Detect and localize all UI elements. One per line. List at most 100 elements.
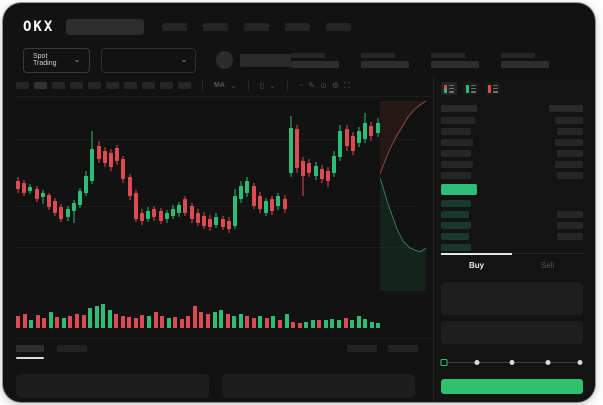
volume-bar	[251, 318, 256, 328]
volume-bar	[363, 319, 368, 328]
volume-histogram	[16, 298, 433, 328]
candle	[288, 101, 293, 291]
candle-body	[239, 186, 244, 199]
volume-bar	[336, 320, 341, 328]
orderbook-ask-row[interactable]	[441, 115, 583, 126]
tab-buy[interactable]: Buy	[468, 261, 485, 271]
orderbook-ask-row[interactable]	[441, 148, 583, 159]
slider-stop[interactable]	[474, 360, 479, 366]
amount-placeholder	[557, 149, 583, 157]
candle-body	[369, 126, 374, 136]
line-type-icon[interactable]: ~	[298, 80, 304, 90]
candle-body	[350, 136, 355, 151]
order-book-panel: Buy Sell	[433, 77, 595, 402]
candle-body	[121, 159, 126, 179]
settings-icon[interactable]: ⚙	[331, 80, 339, 90]
timeframe-button[interactable]	[160, 82, 173, 89]
candle-body	[152, 209, 157, 217]
candle	[22, 101, 27, 291]
candle-body	[332, 156, 337, 173]
orderbook-view-asks-only[interactable]	[485, 82, 501, 95]
timeframe-button[interactable]	[70, 82, 83, 89]
nav-item-placeholder[interactable]	[203, 22, 229, 31]
orderbook-bid-row[interactable]	[441, 242, 583, 253]
candle-body	[127, 177, 132, 196]
volume-bar	[101, 304, 106, 328]
candle-wick	[302, 157, 304, 196]
volume-bar	[114, 314, 119, 328]
search-input[interactable]	[66, 18, 145, 35]
candle	[177, 101, 182, 291]
candle	[363, 101, 368, 291]
tab-sell[interactable]: Sell	[540, 261, 555, 271]
volume-bar	[278, 320, 282, 328]
timeframe-button[interactable]	[178, 82, 191, 89]
orderbook-bid-row[interactable]	[441, 209, 583, 220]
orderbook-bid-row[interactable]	[441, 231, 583, 242]
volume-bar	[173, 317, 178, 328]
fullscreen-icon[interactable]: ⛶	[343, 80, 350, 90]
orderbook-ask-row[interactable]	[441, 170, 583, 181]
orderbook-view-bids-only[interactable]	[463, 82, 479, 95]
orderbook-ask-row[interactable]	[441, 137, 583, 148]
timeframe-button[interactable]	[16, 82, 29, 89]
volume-bar	[94, 306, 99, 328]
slider-handle[interactable]	[440, 359, 448, 367]
orderbook-bid-row[interactable]	[441, 198, 583, 209]
orderbook-ask-row[interactable]	[441, 159, 583, 170]
amount-input[interactable]	[441, 320, 583, 345]
pair-select-dropdown[interactable]: ⌄	[101, 47, 197, 73]
timeframe-button[interactable]	[52, 82, 65, 89]
candle-body	[276, 196, 281, 206]
nav-item-placeholder[interactable]	[244, 22, 270, 31]
nav-item-placeholder[interactable]	[326, 22, 352, 31]
candle-body	[195, 213, 200, 223]
candle-body	[183, 199, 188, 213]
candlestick-chart[interactable]	[16, 101, 433, 291]
orderbook-bid-row[interactable]	[441, 220, 583, 231]
candle-body	[133, 193, 138, 219]
price-column-header	[441, 105, 477, 113]
timeframe-button[interactable]	[142, 82, 155, 89]
tab-open-orders[interactable]	[16, 345, 44, 359]
volume-bar	[330, 319, 335, 328]
spot-trading-dropdown[interactable]: Spot Trading ⌄	[23, 47, 91, 73]
chart-gridline	[16, 139, 419, 140]
timeframe-button[interactable]	[88, 82, 101, 89]
tab-order-history[interactable]	[57, 345, 87, 352]
amount-slider[interactable]	[440, 357, 583, 369]
orderbook-view-combined[interactable]	[441, 82, 457, 95]
timeframe-button[interactable]	[124, 82, 137, 89]
timeframe-button[interactable]	[106, 82, 119, 89]
orderbook-ask-row[interactable]	[441, 126, 583, 137]
candle-body	[53, 201, 58, 213]
timeframe-button[interactable]	[34, 82, 47, 89]
candle-body	[357, 131, 361, 143]
nav-item-placeholder[interactable]	[285, 22, 311, 31]
caret-down-icon[interactable]: ⌄	[269, 80, 276, 90]
buy-button[interactable]	[441, 378, 583, 394]
spot-trading-label: Spot Trading	[33, 53, 57, 67]
slider-stop[interactable]	[509, 360, 515, 366]
indicator-ma-label[interactable]: MA	[214, 82, 225, 89]
candle-body	[34, 189, 39, 199]
volume-bar	[186, 316, 191, 328]
ticker-stat	[291, 52, 339, 68]
slider-stop[interactable]	[577, 360, 583, 366]
candle	[65, 101, 70, 291]
chart-style-icon[interactable]: ▯	[259, 80, 264, 90]
candle-body	[59, 207, 64, 219]
slider-stop[interactable]	[545, 360, 550, 366]
price-input[interactable]	[441, 282, 583, 315]
stat-value-placeholder	[431, 60, 479, 68]
volume-bar	[192, 306, 197, 328]
candle-body	[102, 151, 107, 163]
nav-item-placeholder[interactable]	[162, 22, 188, 31]
camera-icon[interactable]: ⊙	[320, 80, 327, 90]
volume-bar	[323, 320, 328, 328]
draw-icon[interactable]: ✎	[308, 80, 316, 90]
ticker-stat	[361, 52, 409, 68]
orders-filter-placeholder[interactable]	[347, 345, 377, 352]
orders-filter-placeholder[interactable]	[388, 345, 418, 352]
caret-down-icon[interactable]: ⌄	[229, 80, 237, 90]
